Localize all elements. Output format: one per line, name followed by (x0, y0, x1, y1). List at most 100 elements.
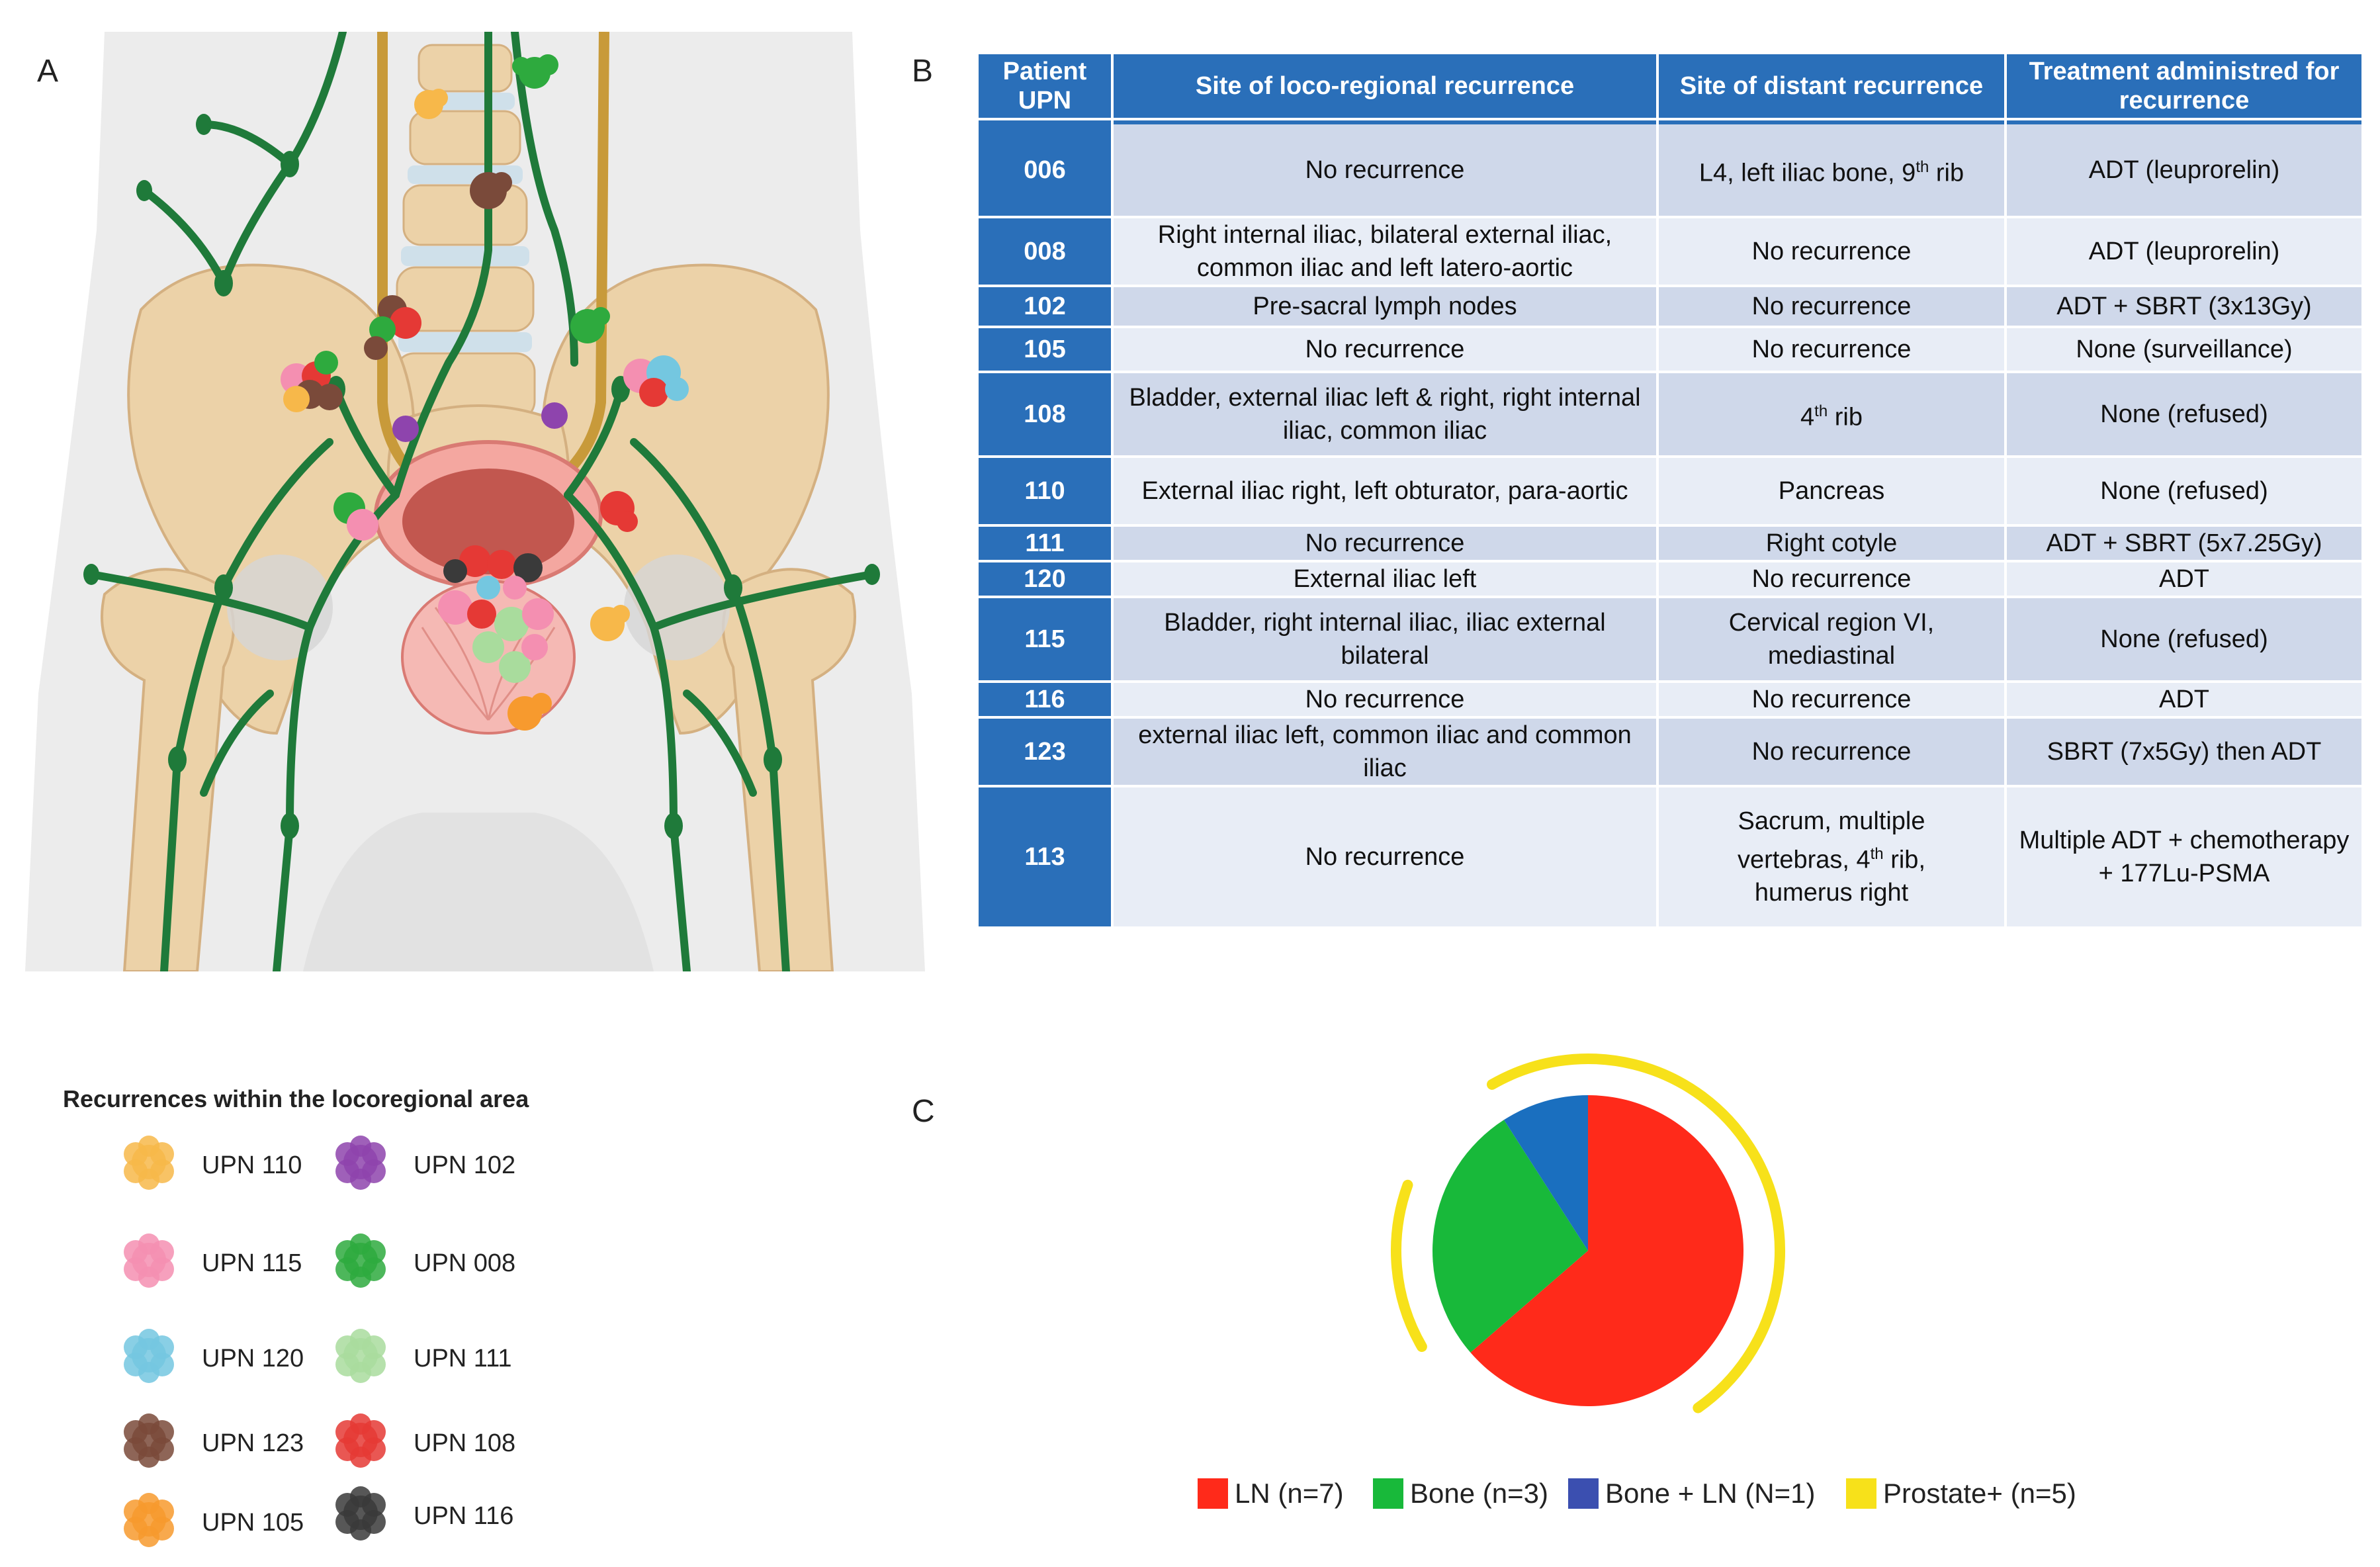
loco-cell: External iliac right, left obturator, pa… (1114, 458, 1656, 524)
prostate-overlay-arc (1391, 1179, 1427, 1352)
loco-cell: Bladder, right internal iliac, iliac ext… (1114, 598, 1656, 680)
cluster-cell (350, 1447, 371, 1468)
legend-label-bone: Bone (n=3) (1410, 1477, 1548, 1509)
cluster-icon (335, 1136, 386, 1190)
upn-cell: 116 (979, 683, 1111, 716)
cluster-cell (138, 1136, 159, 1157)
legend-swatch-ln (1198, 1478, 1228, 1509)
legend-item-label: UPN 111 (414, 1345, 512, 1372)
loco-cell: No recurrence (1114, 328, 1656, 371)
upn-cell: 110 (979, 458, 1111, 524)
bladder-inner (402, 469, 574, 574)
legend-item-label: UPN 115 (202, 1249, 302, 1277)
legend-item-label: UPN 105 (202, 1509, 304, 1537)
treatment-cell: None (refused) (2007, 458, 2361, 524)
legend-item-label: UPN 116 (414, 1502, 514, 1530)
panel-label-b: B (912, 54, 934, 89)
table-row: 115 Bladder, right internal iliac, iliac… (979, 598, 2361, 680)
distant-cell: No recurrence (1659, 328, 2004, 371)
pie-legend-item-bone: Bone (n=3) (1373, 1476, 1548, 1509)
treatment-cell: ADT (2007, 562, 2361, 596)
cluster-cell (138, 1493, 159, 1514)
upn-cell: 008 (979, 218, 1111, 285)
cluster-icon (335, 1329, 386, 1383)
cluster-upn-102 (392, 402, 568, 442)
distant-cell: No recurrence (1659, 287, 2004, 326)
cluster-mixed-left (281, 351, 343, 412)
upn-cell: 105 (979, 328, 1111, 371)
legend-item-label: UPN 108 (414, 1429, 516, 1457)
distant-cell: No recurrence (1659, 683, 2004, 716)
legend-item-label: UPN 102 (414, 1151, 516, 1179)
distant-cell: 4th rib (1659, 373, 2004, 455)
legend-swatch-prostate (1846, 1478, 1876, 1509)
cluster-icon (124, 1329, 174, 1383)
cluster-cell (138, 1169, 159, 1190)
upn-cell: 113 (979, 787, 1111, 926)
recurrence-pie-chart (1391, 1053, 1785, 1413)
cluster-cell (138, 1447, 159, 1468)
table-row: 008 Right internal iliac, bilateral exte… (979, 218, 2361, 285)
right-hip-joint (624, 555, 730, 660)
legend-item-label: UPN 008 (414, 1249, 516, 1277)
loco-cell: Right internal iliac, bilateral external… (1114, 218, 1656, 285)
legend-swatch-bone (1373, 1478, 1403, 1509)
treatment-cell: Multiple ADT + chemotherapy + 177Lu-PSMA (2007, 787, 2361, 926)
locoregional-legend: Recurrences within the locoregional area… (63, 1085, 658, 1562)
cluster-cell (350, 1267, 371, 1288)
cluster-icon (124, 1136, 174, 1190)
upn-cell: 111 (979, 527, 1111, 560)
legend-item-label: UPN 123 (202, 1429, 304, 1457)
table-row: 113 No recurrence Sacrum, multiple verteb… (979, 787, 2361, 926)
loco-cell: No recurrence (1114, 787, 1656, 926)
cluster-upn-008 (512, 54, 558, 89)
cluster-cell (138, 1362, 159, 1383)
cluster-cell (350, 1233, 371, 1255)
treatment-cell: ADT + SBRT (5x7.25Gy) (2007, 527, 2361, 560)
distant-cell: L4, left iliac bone, 9th rib (1659, 120, 2004, 216)
cluster-icon (335, 1233, 386, 1288)
legend-swatch-bone-ln (1568, 1478, 1599, 1509)
cluster-cell (350, 1362, 371, 1383)
header-patient-upn: Patient UPN (979, 54, 1111, 118)
treatment-cell: ADT (leuprorelin) (2007, 120, 2361, 216)
cluster-upn-105 (507, 693, 552, 731)
distant-cell: No recurrence (1659, 562, 2004, 596)
distant-cell: Cervical region VI, mediastinal (1659, 598, 2004, 680)
pie-legend: LN (n=7) Bone (n=3) Bone + LN (N=1) Pros… (1198, 1476, 2124, 1529)
table-row: 108 Bladder, external iliac left & right… (979, 373, 2361, 455)
cluster-prostate-body (438, 590, 554, 683)
prostate-overlay-arc (1487, 1053, 1785, 1413)
legend-item-label: UPN 120 (202, 1345, 304, 1372)
cluster-icon (335, 1413, 386, 1468)
table-row: 102 Pre-sacral lymph nodes No recurrence… (979, 287, 2361, 326)
header-loco-regional: Site of loco-regional recurrence (1114, 54, 1656, 118)
treatment-cell: None (refused) (2007, 598, 2361, 680)
cluster-cell (138, 1267, 159, 1288)
pie-legend-item-bone-ln: Bone + LN (N=1) (1568, 1476, 1816, 1509)
cluster-cell (138, 1526, 159, 1547)
upn-cell: 120 (979, 562, 1111, 596)
cluster-mixed-right (623, 355, 689, 407)
upn-cell: 108 (979, 373, 1111, 455)
treatment-cell: None (refused) (2007, 373, 2361, 455)
table-row: 006 No recurrence L4, left iliac bone, 9… (979, 120, 2361, 216)
distant-cell: No recurrence (1659, 218, 2004, 285)
cluster-cell (138, 1413, 159, 1435)
table-row: 116 No recurrence No recurrence ADT (979, 683, 2361, 716)
distant-cell: Sacrum, multiple vertebras, 4th rib, humer… (1659, 787, 2004, 926)
table-row: 110 External iliac right, left obturator… (979, 458, 2361, 524)
pie-slice-bone (1432, 1120, 1588, 1353)
cluster-cell (350, 1169, 371, 1190)
table-row: 120 External iliac left No recurrence AD… (979, 562, 2361, 596)
treatment-cell: ADT + SBRT (3x13Gy) (2007, 287, 2361, 326)
cluster-icon (124, 1413, 174, 1468)
cluster-cell (350, 1136, 371, 1157)
body-shadow (303, 813, 654, 971)
cluster-mixed-left-upper (364, 295, 421, 360)
table-row: 123 external iliac left, common iliac an… (979, 719, 2361, 785)
treatment-cell: SBRT (7x5Gy) then ADT (2007, 719, 2361, 785)
legend-title: Recurrences within the locoregional area (63, 1085, 529, 1112)
panel-label-c: C (912, 1094, 935, 1129)
loco-cell: Pre-sacral lymph nodes (1114, 287, 1656, 326)
